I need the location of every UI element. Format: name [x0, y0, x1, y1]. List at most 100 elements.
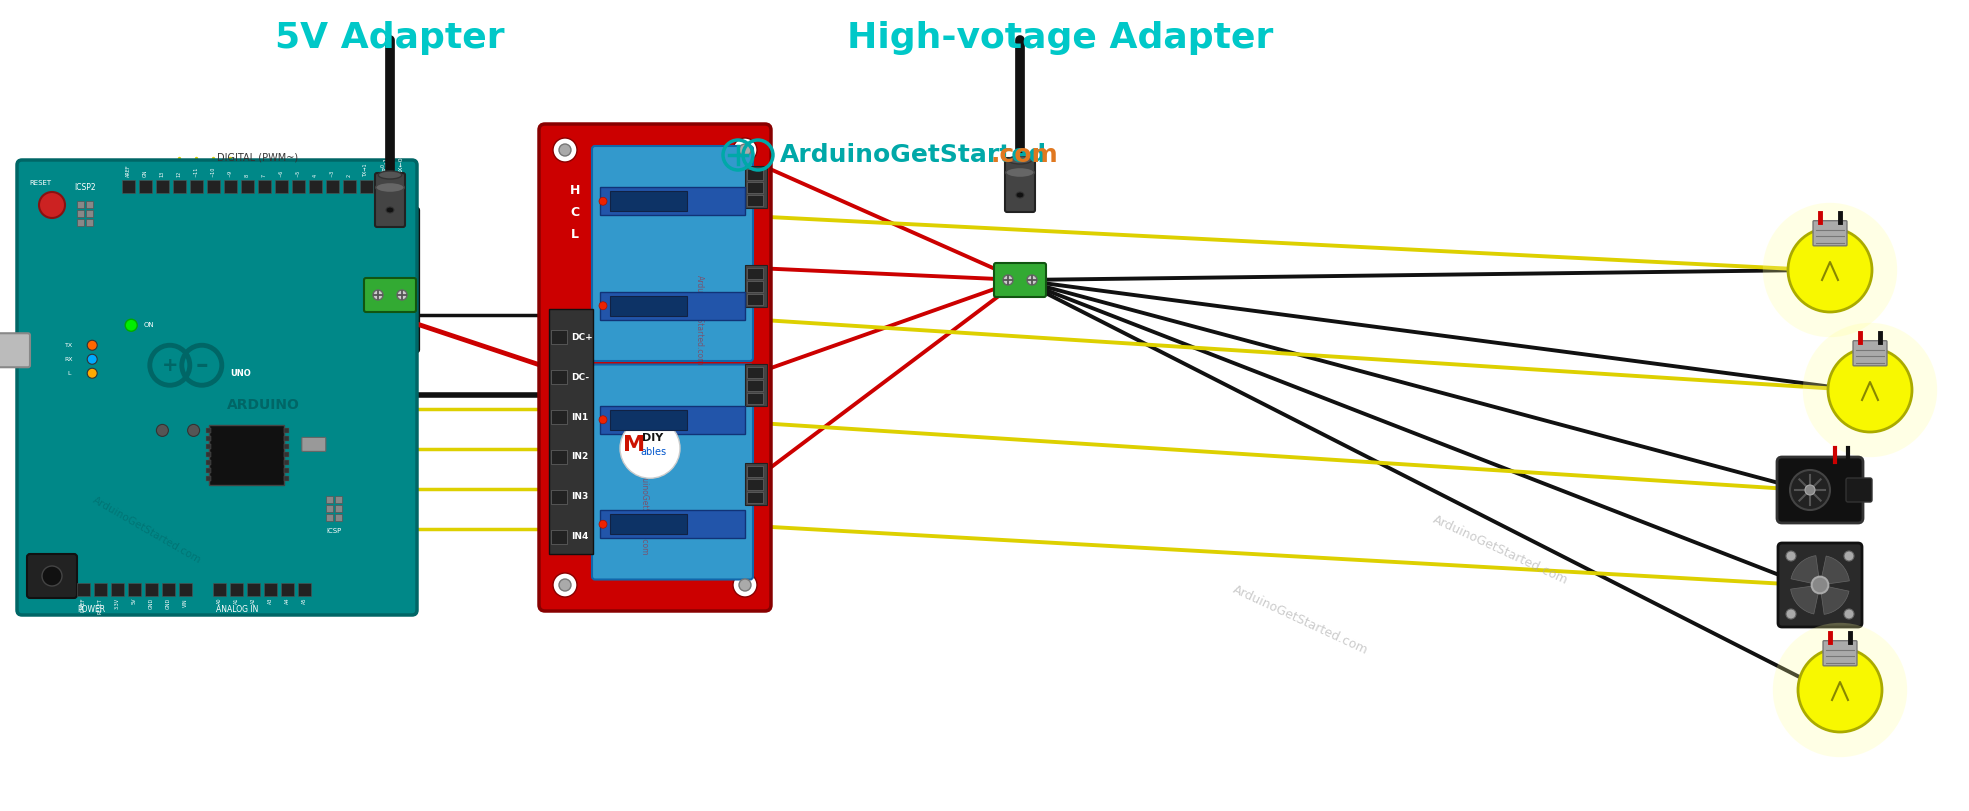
Text: 3.3V: 3.3V — [114, 598, 120, 609]
FancyBboxPatch shape — [207, 461, 211, 466]
Text: H: H — [569, 183, 581, 196]
FancyBboxPatch shape — [327, 180, 339, 193]
Text: ~9: ~9 — [228, 169, 232, 177]
FancyBboxPatch shape — [213, 583, 226, 596]
Text: ~5: ~5 — [295, 169, 301, 177]
Text: L: L — [571, 228, 579, 241]
Circle shape — [553, 138, 577, 162]
FancyBboxPatch shape — [610, 191, 687, 211]
FancyBboxPatch shape — [179, 583, 193, 596]
Text: 12: 12 — [177, 171, 181, 177]
FancyBboxPatch shape — [327, 514, 333, 521]
Text: UNO: UNO — [230, 369, 252, 378]
FancyBboxPatch shape — [156, 180, 169, 193]
FancyBboxPatch shape — [207, 180, 221, 193]
FancyBboxPatch shape — [601, 510, 744, 539]
FancyBboxPatch shape — [551, 490, 567, 504]
FancyBboxPatch shape — [207, 428, 211, 433]
FancyBboxPatch shape — [128, 583, 142, 596]
Text: RESET: RESET — [98, 598, 102, 614]
FancyBboxPatch shape — [744, 265, 768, 307]
Text: ArduinoGetStarted.com: ArduinoGetStarted.com — [695, 275, 703, 365]
Text: ~11: ~11 — [193, 166, 199, 177]
Circle shape — [1790, 470, 1829, 510]
FancyBboxPatch shape — [335, 505, 343, 512]
FancyBboxPatch shape — [240, 180, 254, 193]
Circle shape — [156, 424, 169, 436]
Ellipse shape — [386, 207, 394, 213]
FancyBboxPatch shape — [77, 583, 91, 596]
Text: A5: A5 — [301, 598, 307, 604]
Text: ~6: ~6 — [278, 169, 284, 177]
Text: 7: 7 — [262, 174, 266, 177]
FancyBboxPatch shape — [551, 410, 567, 424]
Circle shape — [732, 573, 756, 597]
FancyBboxPatch shape — [87, 210, 93, 217]
FancyBboxPatch shape — [374, 173, 406, 227]
Text: DIY: DIY — [642, 433, 664, 444]
FancyBboxPatch shape — [601, 292, 744, 320]
Text: ArduinoGetStarted.com: ArduinoGetStarted.com — [640, 465, 648, 556]
FancyBboxPatch shape — [593, 146, 752, 361]
FancyBboxPatch shape — [207, 436, 211, 441]
Text: +: + — [161, 356, 177, 375]
Circle shape — [738, 144, 750, 156]
Ellipse shape — [1008, 156, 1032, 164]
FancyBboxPatch shape — [1778, 543, 1863, 627]
FancyBboxPatch shape — [746, 182, 764, 193]
FancyBboxPatch shape — [364, 278, 415, 312]
Circle shape — [398, 290, 408, 300]
Text: ables: ables — [640, 447, 666, 457]
Circle shape — [39, 192, 65, 218]
Text: A2: A2 — [250, 598, 256, 604]
Text: ~10: ~10 — [211, 166, 215, 177]
FancyBboxPatch shape — [540, 124, 772, 611]
Circle shape — [599, 520, 606, 528]
Text: AREF: AREF — [126, 165, 130, 177]
FancyBboxPatch shape — [335, 514, 343, 521]
Text: RX: RX — [65, 357, 73, 362]
FancyBboxPatch shape — [77, 210, 85, 217]
FancyBboxPatch shape — [746, 367, 764, 378]
Circle shape — [126, 320, 138, 331]
FancyBboxPatch shape — [276, 180, 287, 193]
FancyBboxPatch shape — [207, 453, 211, 457]
Ellipse shape — [376, 182, 404, 192]
Text: ANALOG IN: ANALOG IN — [217, 605, 258, 614]
Text: ~3: ~3 — [329, 169, 335, 177]
FancyBboxPatch shape — [551, 530, 567, 543]
FancyBboxPatch shape — [1823, 641, 1857, 666]
FancyBboxPatch shape — [301, 437, 325, 452]
Text: A0: A0 — [217, 598, 221, 604]
Circle shape — [1762, 203, 1898, 337]
Circle shape — [1002, 275, 1012, 285]
Circle shape — [599, 197, 606, 205]
FancyBboxPatch shape — [264, 583, 278, 596]
Circle shape — [1806, 485, 1815, 495]
FancyBboxPatch shape — [601, 187, 744, 215]
Text: ICSP: ICSP — [327, 528, 341, 534]
FancyBboxPatch shape — [746, 294, 764, 305]
Text: .com: .com — [990, 143, 1057, 167]
FancyBboxPatch shape — [284, 461, 289, 466]
FancyBboxPatch shape — [230, 583, 242, 596]
Text: DIGITAL (PWM~): DIGITAL (PWM~) — [217, 152, 299, 162]
Text: DC+: DC+ — [571, 333, 593, 341]
Text: A3: A3 — [268, 598, 272, 604]
FancyBboxPatch shape — [593, 364, 752, 580]
FancyBboxPatch shape — [1813, 221, 1847, 246]
Text: 5V: 5V — [132, 598, 136, 604]
Text: 8: 8 — [244, 174, 250, 177]
FancyBboxPatch shape — [207, 444, 211, 449]
FancyBboxPatch shape — [746, 169, 764, 180]
FancyBboxPatch shape — [376, 180, 390, 193]
FancyBboxPatch shape — [360, 180, 372, 193]
Wedge shape — [1792, 556, 1819, 585]
FancyBboxPatch shape — [343, 180, 356, 193]
Text: IOREF: IOREF — [81, 598, 85, 612]
FancyBboxPatch shape — [1776, 457, 1863, 523]
FancyBboxPatch shape — [87, 219, 93, 226]
Text: RX←0: RX←0 — [398, 157, 404, 174]
FancyBboxPatch shape — [309, 180, 323, 193]
Text: ArduinoGetStarted.com: ArduinoGetStarted.com — [1231, 583, 1370, 657]
